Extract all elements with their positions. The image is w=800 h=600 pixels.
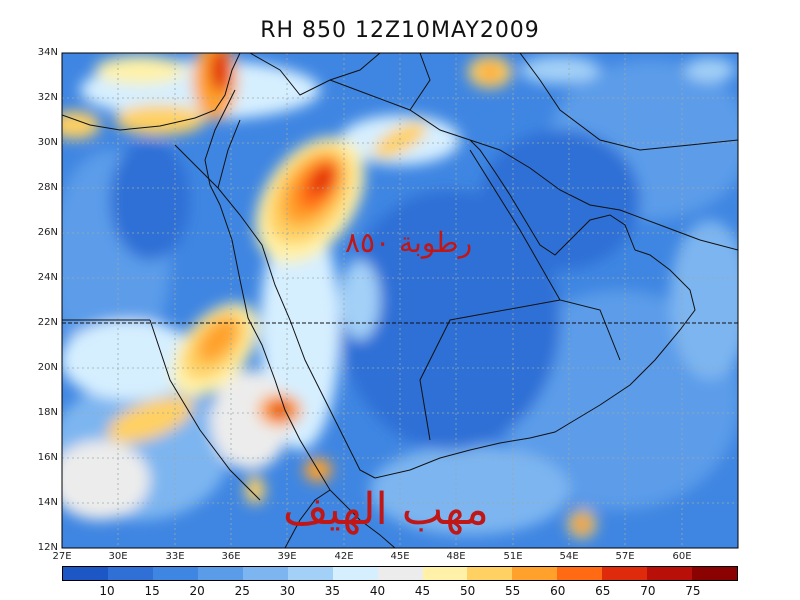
lon-label: 51E <box>503 551 523 562</box>
legend-label: 75 <box>685 584 701 598</box>
legend-swatch <box>152 567 198 580</box>
lat-label: 12N <box>37 542 58 553</box>
map-title: RH 850 12Z10MAY2009 <box>260 18 540 43</box>
legend-label: 70 <box>640 584 656 598</box>
lon-label: 45E <box>390 551 410 562</box>
legend-swatch <box>647 567 693 580</box>
legend-swatch <box>197 567 243 580</box>
legend-swatch <box>107 567 153 580</box>
legend-label: 55 <box>505 584 521 598</box>
lon-label: 42E <box>334 551 354 562</box>
legend-label: 40 <box>369 584 386 598</box>
legend-label: 30 <box>279 584 295 598</box>
legend-swatch <box>287 567 333 580</box>
legend-label: 15 <box>144 584 160 598</box>
lat-label: 14N <box>37 497 58 508</box>
lon-label: 60E <box>672 551 692 562</box>
lat-label: 24N <box>37 272 58 283</box>
lat-label: 26N <box>37 227 58 238</box>
lon-label: 36E <box>221 551 241 562</box>
lon-label: 27E <box>52 551 72 562</box>
legend-label: 20 <box>189 584 205 598</box>
lat-label: 32N <box>37 92 58 103</box>
legend-swatch <box>692 567 738 580</box>
legend-swatch <box>557 567 603 580</box>
lat-label: 34N <box>37 47 58 58</box>
lat-label: 18N <box>37 407 58 418</box>
overlay-caption-top: رطوبة ٨٥٠ <box>345 226 473 259</box>
legend-label: 45 <box>414 584 431 598</box>
lon-label: 39E <box>277 551 297 562</box>
legend-label: 60 <box>550 584 566 598</box>
legend-swatch <box>422 567 468 580</box>
lon-label: 33E <box>165 551 185 562</box>
legend-swatch <box>602 567 648 580</box>
legend-swatch <box>63 567 108 580</box>
legend-label: 35 <box>324 584 341 598</box>
lat-label: 16N <box>37 452 58 463</box>
color-legend-bar <box>62 566 738 581</box>
lat-label: 28N <box>37 182 58 193</box>
legend-swatch <box>377 567 423 580</box>
legend-label: 25 <box>234 584 250 598</box>
legend-label: 50 <box>459 584 476 598</box>
legend-label: 10 <box>99 584 115 598</box>
lat-label: 22N <box>37 317 58 328</box>
legend-swatch <box>332 567 378 580</box>
overlay-caption-bottom: مهب الهيف <box>283 484 489 535</box>
lon-label: 54E <box>559 551 579 562</box>
lat-label: 20N <box>37 362 58 373</box>
lon-label: 57E <box>615 551 635 562</box>
legend-label: 65 <box>595 584 611 598</box>
lat-label: 30N <box>37 137 58 148</box>
legend-swatch <box>242 567 288 580</box>
lon-label: 48E <box>446 551 466 562</box>
legend-swatch <box>512 567 558 580</box>
legend-swatch <box>467 567 513 580</box>
lon-label: 30E <box>108 551 128 562</box>
